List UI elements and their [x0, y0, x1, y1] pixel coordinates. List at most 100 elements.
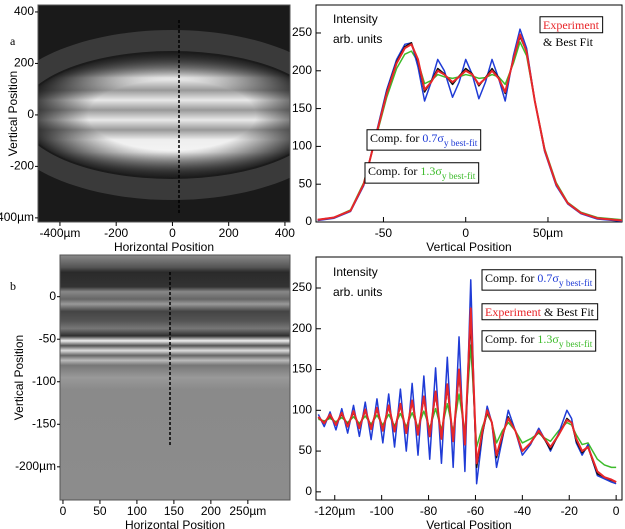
- x-tick-label: 200: [201, 504, 221, 518]
- x-tick-label: 50µm: [533, 226, 563, 240]
- annotation-part: Intensity: [333, 265, 378, 279]
- annotation-part: arb. units: [333, 32, 382, 46]
- y-tick-label: -400µm: [0, 210, 34, 224]
- y-tick-label: 0: [305, 214, 312, 228]
- annotation-part: y best-fit: [442, 171, 476, 182]
- y-tick-label: -150: [32, 416, 56, 430]
- series-line: [317, 36, 623, 222]
- x-tick-label: -400µm: [39, 226, 80, 240]
- annotation-part: 0.7σ: [537, 271, 559, 285]
- y-tick-label: 150: [292, 101, 312, 115]
- plot-frame: [315, 256, 623, 501]
- annotation: Intensity: [333, 12, 378, 26]
- y-axis-label: Vertical Position: [12, 335, 26, 420]
- x-tick-label: 50: [93, 504, 107, 518]
- x-axis-label: Vertical Position: [426, 518, 511, 529]
- series-line: [317, 28, 623, 222]
- image-content: [38, 30, 290, 200]
- x-tick-label: 0: [169, 226, 176, 240]
- x-tick-label: 0: [462, 226, 469, 240]
- annotation: Experiment & Best Fit: [485, 305, 595, 319]
- annotation-part: 1.3σ: [537, 332, 559, 346]
- y-tick-label: 50: [299, 176, 313, 190]
- panel-label: b: [10, 279, 16, 293]
- x-tick-label: -120µm: [314, 504, 355, 518]
- y-axis-label: Vertical Position: [6, 71, 20, 156]
- x-tick-label: -20: [561, 504, 579, 518]
- panel: Intensity arb. units Comp. for 0.7σy best-…: [292, 256, 623, 529]
- x-tick-label: -200: [104, 226, 128, 240]
- x-tick-label: 0: [60, 504, 67, 518]
- y-tick-label: -200: [10, 159, 34, 173]
- annotation-part: y best-fit: [559, 278, 593, 289]
- plot-frame: [59, 254, 291, 501]
- annotation-box: [539, 16, 604, 34]
- y-tick-label: 400: [14, 4, 34, 18]
- y-tick-label: -100: [32, 374, 56, 388]
- y-tick-label: 150: [292, 362, 312, 376]
- annotation-box: [481, 303, 599, 321]
- annotation-box: [366, 129, 482, 151]
- annotation: Intensity: [333, 265, 378, 279]
- x-axis-label: Horizontal Position: [125, 518, 225, 529]
- image-fade: [38, 51, 290, 179]
- y-tick-label: 200: [292, 321, 312, 335]
- annotation-part: y best-fit: [444, 138, 478, 149]
- x-tick-label: -60: [467, 504, 485, 518]
- panel-label: a: [10, 34, 16, 48]
- series-line: [317, 33, 623, 222]
- annotation-part: Comp. for: [368, 164, 420, 178]
- x-tick-label: 250µm: [229, 504, 266, 518]
- annotation-box: [481, 330, 597, 352]
- panel: -400µm -200 0 200 400 -400µm -200 0 200 400 Horizo…: [0, 4, 295, 254]
- x-tick-label: -40: [514, 504, 532, 518]
- x-tick-label: -100: [370, 504, 394, 518]
- annotation-part: arb. units: [333, 285, 382, 299]
- y-tick-label: 200: [14, 56, 34, 70]
- annotation: Comp. for 1.3σy best-fit: [485, 332, 593, 350]
- annotation: arb. units: [333, 285, 382, 299]
- x-tick-label: -80: [420, 504, 438, 518]
- y-tick-label: 0: [49, 289, 56, 303]
- annotation: Comp. for 1.3σy best-fit: [368, 164, 476, 182]
- x-axis-label: Horizontal Position: [114, 240, 214, 254]
- annotation-part: & Best Fit: [541, 305, 595, 319]
- y-tick-label: -200µm: [15, 459, 56, 473]
- annotation: Experiment: [543, 18, 600, 32]
- y-tick-label: 0: [305, 484, 312, 498]
- series-line: [317, 307, 617, 483]
- y-tick-label: 100: [292, 402, 312, 416]
- y-tick-label: -50: [39, 331, 57, 345]
- annotation-part: Comp. for: [485, 271, 537, 285]
- plot-frame: [37, 4, 291, 223]
- x-axis-label: Vertical Position: [426, 240, 511, 254]
- panel: Intensity arb. units Experiment & Best Fit C…: [292, 4, 623, 254]
- annotation: Comp. for 0.7σy best-fit: [370, 131, 478, 149]
- annotation-part: Comp. for: [485, 332, 537, 346]
- image-background: [60, 255, 290, 500]
- annotation-part: Intensity: [333, 12, 378, 26]
- x-tick-label: 400: [275, 226, 295, 240]
- annotation: & Best Fit: [543, 35, 594, 49]
- x-tick-label: 0: [613, 504, 620, 518]
- annotation-part: & Best Fit: [543, 35, 594, 49]
- x-tick-label: 200: [219, 226, 239, 240]
- annotation-part: 0.7σ: [422, 131, 444, 145]
- x-tick-label: 100: [127, 504, 147, 518]
- y-tick-label: 50: [299, 443, 313, 457]
- y-tick-label: 200: [292, 63, 312, 77]
- annotation-box: [481, 269, 597, 291]
- annotation-part: Experiment: [543, 18, 600, 32]
- y-tick-label: 250: [292, 280, 312, 294]
- y-tick-label: 100: [292, 139, 312, 153]
- y-tick-label: 0: [27, 107, 34, 121]
- annotation-part: Comp. for: [370, 131, 422, 145]
- x-tick-label: -50: [375, 226, 393, 240]
- annotation-box: [364, 162, 480, 184]
- annotation: arb. units: [333, 32, 382, 46]
- annotation-part: Experiment: [485, 305, 542, 319]
- plot-frame: [315, 4, 623, 223]
- panel: 0 50 100 150 200 250µm 0 -50 -100 -150 -200µm Horiz…: [10, 254, 291, 529]
- annotation-part: 1.3σ: [420, 164, 442, 178]
